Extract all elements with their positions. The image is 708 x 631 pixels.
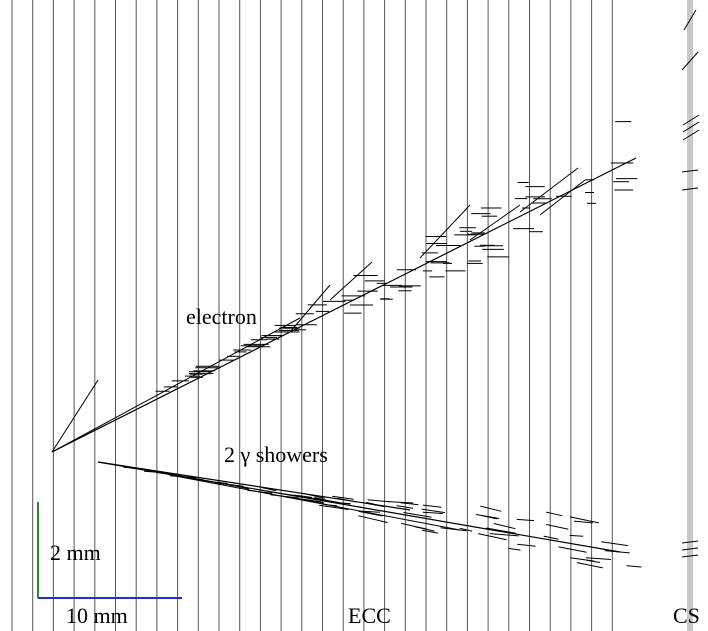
gamma-shower-segment [475, 514, 500, 519]
electron-track [51, 317, 301, 453]
gamma-shower-segment [403, 512, 432, 518]
gamma-shower-segment [307, 499, 325, 504]
cs-mark [683, 9, 697, 31]
gamma-showers-label: 2 γ showers [224, 442, 328, 467]
cs-mark [681, 540, 699, 544]
gamma-shower-segment [396, 505, 414, 509]
cs-label: CS [673, 603, 700, 628]
gamma-shower-segment [573, 520, 593, 524]
gamma-shower-segment [489, 533, 519, 537]
cs-mark [681, 554, 699, 558]
gamma-shower-segment [358, 510, 381, 513]
cs-mark [681, 547, 699, 551]
gamma-shower-segment [508, 547, 521, 551]
gamma-shower-segment [480, 505, 502, 512]
gamma-shower-segment [367, 499, 390, 503]
gamma-shower-segment [293, 494, 313, 498]
gamma-shower-segment [143, 470, 172, 474]
electron-track [289, 157, 637, 333]
gamma-shower-segment [546, 511, 563, 517]
ecc-label: ECC [348, 603, 391, 628]
gamma-shower-segment [546, 524, 569, 530]
gamma-showers [97, 461, 642, 569]
electron-shower-segment [419, 204, 471, 259]
gamma-shower-segment [569, 516, 600, 524]
gamma-shower-segment [440, 527, 467, 532]
cs-mark [681, 51, 699, 71]
gamma-shower-segment [421, 529, 438, 534]
gamma-shower-segment [176, 475, 196, 479]
gamma-shower-segment [626, 565, 642, 568]
gamma-shower-segment [128, 466, 144, 471]
gamma-shower-segment [543, 535, 559, 540]
gamma-shower-segment [314, 497, 343, 505]
gamma-shower-segment [363, 502, 385, 508]
gamma-shower-segment [516, 518, 535, 522]
electron-shower-segment [329, 261, 373, 301]
electron-shower-segment [539, 179, 586, 216]
gamma-shower-segment [558, 546, 587, 553]
gamma-shower-segment [358, 515, 388, 524]
gamma-shower-segment [576, 562, 603, 569]
gamma-shower-segment [358, 510, 383, 517]
cs-mark [682, 129, 700, 141]
electron-shower-segment [469, 204, 521, 241]
gamma-shower-segment [261, 487, 277, 492]
gamma-shower-segment [215, 482, 244, 487]
gamma-shower-segment [421, 508, 446, 514]
gamma-shower-segment [319, 504, 349, 510]
gamma-shower-segment [569, 534, 584, 537]
gamma-shower-segment [517, 543, 536, 547]
gamma-shower-segment [486, 527, 516, 534]
cs-mark [682, 114, 700, 126]
gamma-shower-segment [459, 527, 473, 532]
horizontal-scale-label: 10 mm [66, 603, 128, 628]
gamma-track [97, 461, 411, 511]
gamma-shower-segment [305, 496, 329, 503]
gamma-shower-segment [493, 523, 516, 530]
gamma-shower-segment [422, 504, 442, 508]
gamma-shower-segment [400, 502, 419, 506]
electron-shower-segment [519, 167, 579, 213]
electron-branch [51, 379, 99, 453]
cs-band [687, 0, 693, 631]
gamma-shower-segment [385, 501, 414, 504]
gamma-shower-segment [601, 541, 628, 547]
gamma-shower-segment [585, 557, 612, 560]
gamma-track [169, 474, 461, 531]
cs-mark [682, 121, 700, 133]
gamma-shower-segment [337, 497, 357, 503]
gamma-shower-segment [356, 505, 372, 510]
gamma-shower-segment [332, 495, 354, 500]
electron-label: electron [186, 304, 257, 329]
gamma-shower-segment [570, 557, 595, 562]
gamma-shower-segment [422, 511, 443, 514]
vertical-scale-label: 2 mm [50, 540, 101, 565]
gamma-shower-segment [303, 492, 325, 499]
gamma-shower-segment [324, 504, 338, 507]
ecc-plate-lines [11, 0, 613, 631]
gamma-shower-segment [477, 533, 507, 541]
electron-branch [289, 284, 331, 333]
cs-mark [681, 169, 699, 173]
electron-shower [51, 121, 638, 453]
cs-mark [681, 187, 699, 191]
gamma-shower-segment [414, 526, 435, 532]
electron-track [51, 331, 291, 453]
gamma-shower-segment [247, 489, 273, 494]
cs-track-marks [681, 9, 700, 558]
gamma-shower-segment [604, 550, 630, 554]
